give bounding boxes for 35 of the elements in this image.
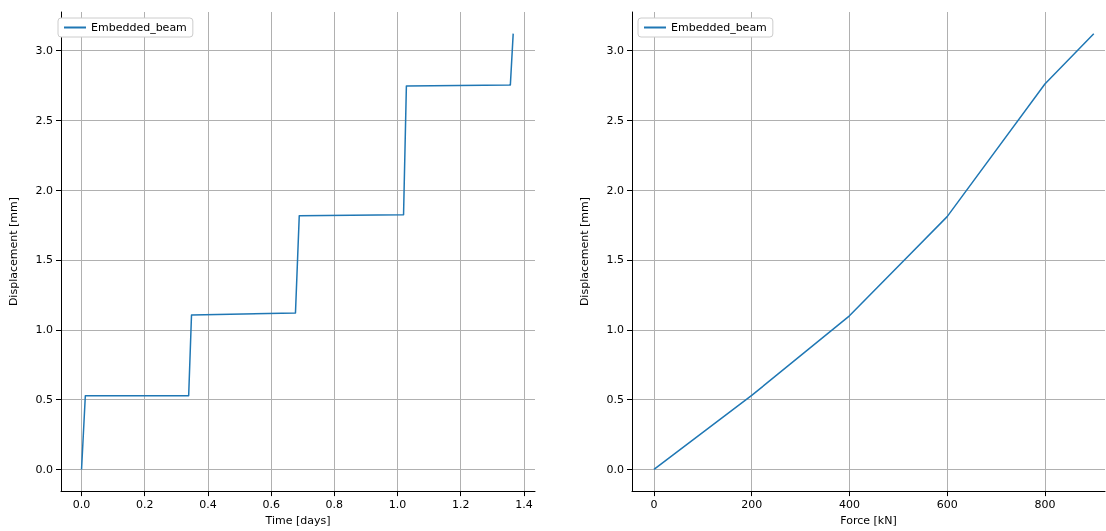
y-tick-label: 0.5	[35, 393, 53, 407]
y-tick-label: 3.0	[35, 43, 53, 57]
x-tick-label: 800	[1034, 498, 1056, 512]
y-tick-label: 2.5	[606, 113, 624, 127]
y-tick-label: 0.0	[606, 462, 624, 476]
y-tick-label: 2.5	[35, 113, 53, 127]
x-axis-title: Time [days]	[264, 514, 331, 527]
x-tick-label: 200	[741, 498, 763, 512]
line-series	[653, 32, 1095, 471]
y-axis-title: Displacement [mm]	[7, 196, 20, 307]
x-tick-label: 0.4	[199, 498, 217, 512]
y-tick-label: 2.0	[606, 183, 624, 197]
y-tick-label: 0.5	[606, 393, 624, 407]
x-tick-label: 1.4	[515, 498, 533, 512]
y-tick-label: 3.0	[606, 43, 624, 57]
x-axis-title: Force [kN]	[840, 514, 897, 527]
y-tick-label: 1.5	[606, 253, 624, 267]
y-tick-label: 1.0	[35, 323, 53, 337]
legend-label: Embedded_beam	[91, 21, 187, 34]
y-tick-label: 2.0	[35, 183, 53, 197]
y-tick-label: 1.5	[35, 253, 53, 267]
y-tick-label: 0.0	[35, 462, 53, 476]
x-tick-label: 0.6	[262, 498, 280, 512]
x-tick-label: 1.0	[388, 498, 407, 512]
x-tick-label: 600	[936, 498, 958, 512]
x-tick-label: 0.2	[135, 498, 154, 512]
x-tick-label: 400	[838, 498, 860, 512]
x-tick-label: 0.8	[325, 498, 344, 512]
x-tick-label: 0.0	[72, 498, 91, 512]
line-series	[80, 32, 514, 471]
y-axis-title: Displacement [mm]	[578, 196, 591, 307]
y-tick-label: 1.0	[606, 323, 624, 337]
x-tick-label: 0	[650, 498, 658, 512]
legend-label: Embedded_beam	[671, 21, 767, 34]
x-tick-label: 1.2	[451, 498, 470, 512]
